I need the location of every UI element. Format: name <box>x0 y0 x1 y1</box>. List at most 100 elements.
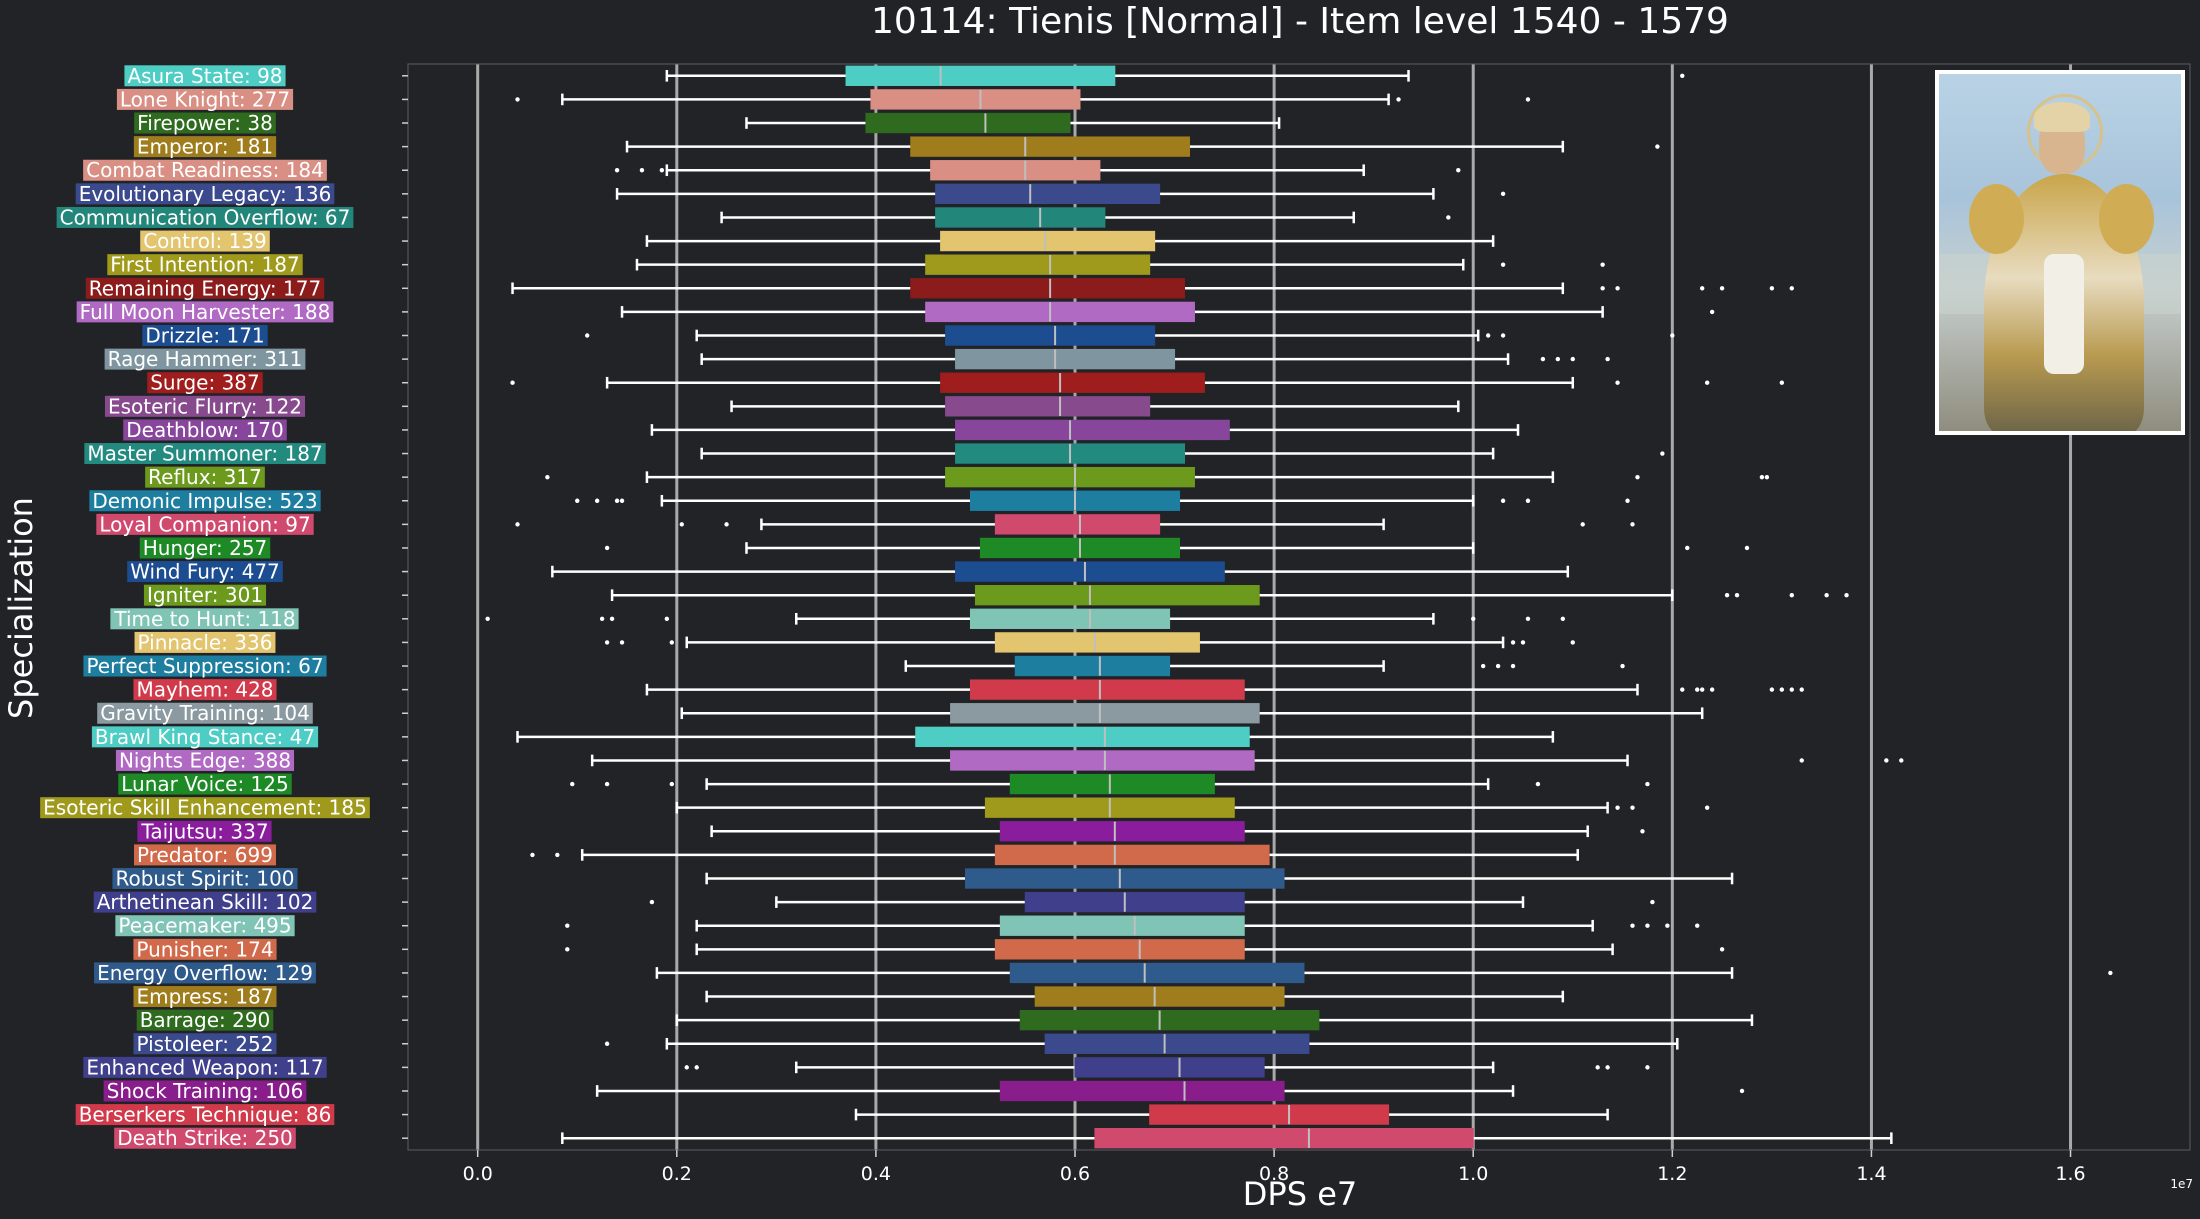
flier-point <box>649 899 655 905</box>
category-label-text: Control: 139 <box>143 229 267 253</box>
category-label-text: First Intention: 187 <box>110 253 299 277</box>
category-label-text: Demonic Impulse: 523 <box>92 489 317 513</box>
box <box>945 466 1195 488</box>
category-label: Reflux: 317 <box>145 465 265 489</box>
flier-point <box>679 522 684 527</box>
box <box>1014 655 1171 677</box>
flier-point <box>1704 805 1710 810</box>
category-label-bg <box>94 962 316 984</box>
flier-point <box>1500 333 1506 338</box>
category-label-text: Wind Fury: 477 <box>130 560 280 584</box>
flier-point <box>530 852 535 858</box>
tick-label: 1.0 <box>1458 1163 1488 1185</box>
category-label: Firepower: 38 <box>134 111 276 135</box>
flier-point <box>1789 286 1794 291</box>
flier-point <box>515 522 520 527</box>
category-label: Drizzle: 171 <box>142 324 268 348</box>
boxes <box>485 65 2113 1149</box>
flier-point <box>1456 168 1461 173</box>
box <box>940 230 1156 252</box>
flier-point <box>1699 687 1705 692</box>
category-label-bg <box>75 1104 335 1126</box>
category-label: Esoteric Flurry: 122 <box>104 394 306 418</box>
category-label: Arthetinean Skill: 102 <box>93 890 317 914</box>
box <box>969 608 1171 629</box>
flier-point <box>1615 286 1620 291</box>
category-label: First Intention: 187 <box>107 253 303 277</box>
category-label-bg <box>137 820 272 842</box>
flier-point <box>1779 687 1785 692</box>
category-label-text: Death Strike: 250 <box>117 1126 293 1150</box>
category-label-bg <box>56 206 354 228</box>
tick-label: 0.4 <box>861 1163 891 1185</box>
box <box>1019 1009 1320 1031</box>
category-label: Loyal Companion: 97 <box>96 512 314 536</box>
category-label-text: Igniter: 301 <box>147 583 263 607</box>
category-label-text: Firepower: 38 <box>137 111 273 135</box>
category-label-text: Rage Hammer: 311 <box>108 347 303 371</box>
flier-point <box>614 168 620 173</box>
flier-point <box>1560 616 1566 622</box>
category-label-text: Arthetinean Skill: 102 <box>97 890 314 914</box>
category-label: Deathblow: 170 <box>123 418 287 442</box>
category-label-text: Surge: 387 <box>150 371 260 395</box>
category-label-bg <box>133 679 277 701</box>
flier-point <box>1625 498 1630 503</box>
category-label-bg <box>83 159 327 181</box>
category-label-text: Master Summoner: 187 <box>87 442 322 466</box>
flier-point <box>1789 687 1794 692</box>
flier-point <box>1520 640 1526 645</box>
category-label-bg <box>84 443 326 465</box>
flier-point <box>1500 262 1506 267</box>
box <box>1009 773 1215 795</box>
flier-point <box>1709 687 1715 692</box>
box <box>865 112 1071 134</box>
category-label-text: Pinnacle: 336 <box>138 630 273 654</box>
flier-point <box>604 640 610 645</box>
category-label-bg <box>89 490 321 512</box>
category-label: Peacemaker: 495 <box>115 914 295 938</box>
box <box>1149 1104 1390 1125</box>
category-label: Wind Fury: 477 <box>127 560 283 584</box>
box <box>845 65 1116 86</box>
flier-point <box>1630 522 1635 527</box>
category-label: Combat Readiness: 184 <box>83 158 327 182</box>
flier-point <box>604 545 610 551</box>
flier-point <box>604 1041 610 1046</box>
flier-point <box>669 640 675 645</box>
box <box>945 396 1151 417</box>
flier-point <box>584 333 590 338</box>
box <box>950 750 1255 771</box>
flier-point <box>1764 474 1770 480</box>
flier-point <box>1595 1065 1600 1070</box>
category-label-text: Lunar Voice: 125 <box>121 772 288 796</box>
flier-point <box>555 852 560 858</box>
category-label-bg <box>93 891 317 913</box>
flier-point <box>1630 805 1635 810</box>
category-label: Surge: 387 <box>147 371 263 395</box>
flier-point <box>545 474 550 480</box>
flier-point <box>1645 781 1650 787</box>
category-label: Empress: 187 <box>133 985 277 1009</box>
category-label: Demonic Impulse: 523 <box>89 489 321 513</box>
flier-point <box>1396 97 1401 102</box>
category-label-text: Enhanced Weapon: 117 <box>86 1055 323 1079</box>
flier-point <box>694 1065 699 1070</box>
character-portrait-icon <box>1939 74 2181 431</box>
category-label-text: Reflux: 317 <box>148 465 262 489</box>
flier-point <box>1769 687 1775 692</box>
category-label-bg <box>143 584 267 606</box>
category-label: Igniter: 301 <box>143 583 267 607</box>
category-label-text: Loyal Companion: 97 <box>99 512 310 536</box>
category-label-bg <box>110 608 299 630</box>
box <box>925 254 1151 275</box>
category-label-bg <box>107 254 303 276</box>
category-label-bg <box>83 655 327 677</box>
flier-point <box>1685 545 1690 551</box>
category-label-bg <box>115 749 295 771</box>
box <box>1034 986 1285 1007</box>
category-label-bg <box>115 915 295 937</box>
category-label-text: Hunger: 257 <box>143 536 268 560</box>
flier-point <box>1759 474 1765 480</box>
